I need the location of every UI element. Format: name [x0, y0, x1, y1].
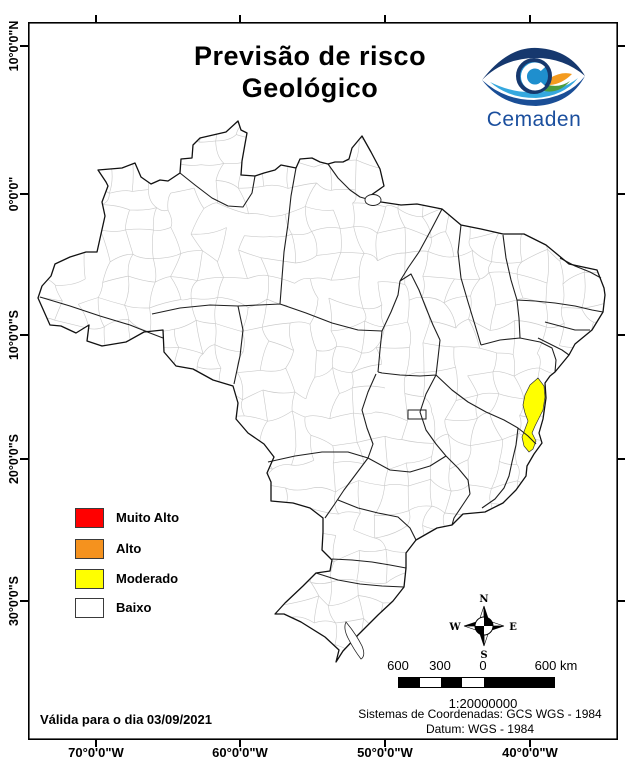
- marajo-island: [364, 194, 382, 206]
- map-frame: [28, 22, 618, 740]
- page-title: Previsão de risco Geológico: [110, 40, 510, 104]
- compass-e-label: E: [509, 622, 517, 633]
- axis-tick: [529, 15, 531, 23]
- country-outline: [37, 120, 606, 663]
- legend-swatch-muito-alto: [75, 507, 104, 528]
- axis-tick: [20, 600, 28, 602]
- cemaden-logo: Cemaden: [472, 44, 596, 141]
- risk-region-moderado: [521, 377, 546, 453]
- axis-tick: [239, 15, 241, 23]
- axis-tick: [617, 334, 625, 336]
- axis-tick: [95, 15, 97, 23]
- axis-tick: [617, 600, 625, 602]
- scale-label: 600 km: [534, 658, 578, 673]
- longitude-label: 50°0'0"W: [357, 745, 413, 760]
- legend-label: Moderado: [116, 571, 179, 586]
- axis-tick: [95, 739, 97, 747]
- latitude-label: 20°0'0"S: [7, 433, 21, 485]
- axis-tick: [20, 458, 28, 460]
- longitude-label: 60°0'0"W: [212, 745, 268, 760]
- axis-tick: [617, 458, 625, 460]
- axis-tick: [20, 193, 28, 195]
- state-borders: [39, 163, 604, 588]
- axis-tick: [20, 334, 28, 336]
- legend-swatch-alto: [75, 538, 104, 559]
- patos-lagoon: [344, 621, 365, 660]
- axis-tick: [20, 45, 28, 47]
- compass-rose-icon: N S E W: [449, 594, 517, 661]
- brazil-risk-map: [28, 22, 618, 740]
- axis-tick: [239, 739, 241, 747]
- latitude-label: 0°0'0": [7, 176, 21, 212]
- compass-s-label: S: [480, 650, 487, 661]
- scale-label: 300: [429, 658, 451, 673]
- page-title-line1: Previsão de risco: [193, 41, 427, 71]
- legend-label: Muito Alto: [116, 510, 180, 525]
- longitude-label: 70°0'0"W: [68, 745, 124, 760]
- cemaden-logo-text: Cemaden: [486, 108, 582, 131]
- axis-tick: [384, 739, 386, 747]
- scale-bar-segments: [398, 677, 555, 688]
- legend-item-alto: Alto: [75, 538, 141, 559]
- legend-item-baixo: Baixo: [75, 597, 151, 618]
- coord-system-line: Sistemas de Coordenadas: GCS WGS - 1984: [358, 707, 602, 721]
- datum-line: Datum: WGS - 1984: [425, 722, 535, 736]
- scale-label: 0: [479, 658, 487, 673]
- longitude-label: 40°0'0"W: [502, 745, 558, 760]
- coordinate-system-note: Sistemas de Coordenadas: GCS WGS - 1984 …: [330, 707, 630, 737]
- cemaden-eye-icon: [482, 47, 585, 106]
- legend-label: Alto: [116, 541, 142, 556]
- latitude-label: 10°0'0"N: [7, 20, 21, 72]
- compass-n-label: N: [479, 594, 488, 605]
- legend-item-moderado: Moderado: [75, 568, 178, 589]
- axis-tick: [384, 15, 386, 23]
- df-boundary: [407, 409, 427, 420]
- scale-label: 600: [387, 658, 409, 673]
- latitude-label: 10°0'0"S: [7, 309, 21, 361]
- compass-w-label: W: [449, 622, 461, 633]
- legend-swatch-moderado: [75, 568, 104, 589]
- axis-tick: [617, 193, 625, 195]
- validity-date: Válida para o dia 03/09/2021: [40, 712, 212, 727]
- page-title-line2: Geológico: [241, 73, 379, 103]
- axis-tick: [529, 739, 531, 747]
- scale-bar: 600 300 0 600 km 1:20000000: [387, 658, 600, 711]
- legend-label: Baixo: [116, 600, 152, 615]
- legend-item-muito-alto: Muito Alto: [75, 507, 179, 528]
- latitude-label: 30°0'0"S: [7, 575, 21, 627]
- axis-tick: [617, 45, 625, 47]
- legend-swatch-baixo: [75, 597, 104, 618]
- scale-ratio: 1:20000000: [448, 696, 518, 711]
